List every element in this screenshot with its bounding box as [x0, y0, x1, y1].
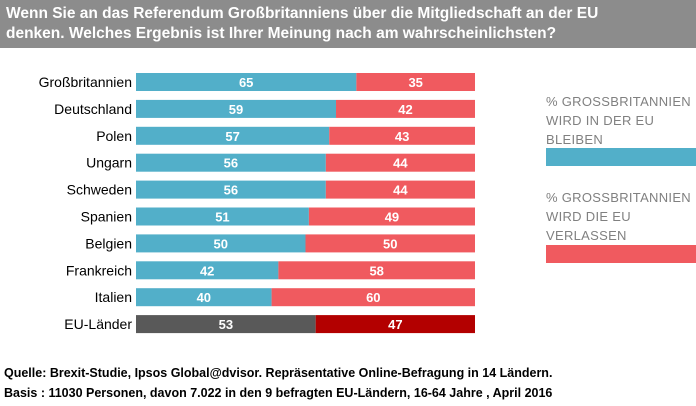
category-label: Frankreich: [66, 262, 132, 278]
data-label-remain: 50: [214, 236, 228, 251]
data-label-remain: 56: [224, 183, 238, 198]
footer-line-2: Basis : 11030 Personen, davon 7.022 in d…: [4, 386, 553, 400]
category-label: EU-Länder: [64, 316, 132, 332]
bar-remain: [136, 99, 337, 118]
bar-leave: [305, 234, 475, 253]
bar-remain: [136, 180, 326, 199]
legend-leave-label: % GROSSBRITANNIEN WIRD DIE EU VERLASSEN: [546, 190, 691, 243]
data-label-leave: 58: [369, 263, 383, 278]
data-label-remain: 59: [229, 102, 243, 117]
data-label-remain: 57: [225, 129, 239, 144]
footer-source: Quelle: Brexit-Studie, Ipsos Global@dvis…: [4, 363, 694, 403]
bar-leave: [315, 315, 475, 334]
legend-leave-swatch: [546, 245, 696, 263]
bar-leave: [336, 99, 475, 118]
data-label-remain: 65: [239, 75, 253, 90]
data-label-remain: 53: [219, 317, 233, 332]
bar-leave: [329, 126, 475, 145]
category-label: Ungarn: [86, 155, 132, 171]
bar-remain: [136, 153, 326, 172]
category-label: Spanien: [81, 209, 132, 225]
bar-leave: [325, 153, 475, 172]
bar-remain: [136, 207, 309, 226]
title-line-2: denken. Welches Ergebnis ist Ihrer Meinu…: [6, 25, 557, 42]
legend-remain-label: % GROSSBRITANNIEN WIRD IN DER EU BLEIBEN: [546, 94, 691, 147]
bar-leave: [356, 73, 475, 91]
data-label-remain: 40: [197, 290, 211, 305]
data-label-remain: 56: [224, 156, 238, 171]
data-label-leave: 50: [383, 236, 397, 251]
data-label-leave: 42: [398, 102, 412, 117]
category-label: Deutschland: [54, 101, 132, 117]
data-label-leave: 60: [366, 290, 380, 305]
bar-remain: [136, 288, 272, 307]
bar-leave: [278, 261, 475, 280]
data-label-remain: 51: [215, 210, 229, 225]
data-label-leave: 47: [388, 317, 402, 332]
bar-leave: [308, 207, 475, 226]
bar-remain: [136, 234, 306, 253]
bar-leave: [271, 288, 475, 307]
category-label: Belgien: [85, 235, 132, 251]
data-label-leave: 43: [395, 129, 409, 144]
bar-remain: [136, 73, 357, 91]
chart-title: Wenn Sie an das Referendum Großbritannie…: [0, 0, 696, 48]
footer-line-1: Quelle: Brexit-Studie, Ipsos Global@dvis…: [4, 366, 553, 380]
bar-remain: [136, 261, 279, 280]
data-label-leave: 44: [393, 156, 408, 171]
stacked-bar-chart: Großbritannien 65 35 Deutschland 59 42 Polen 57…: [39, 73, 475, 334]
bar-remain: [136, 126, 330, 145]
category-label: Schweden: [67, 182, 132, 198]
data-label-leave: 35: [408, 75, 422, 90]
legend-remain-swatch: [546, 148, 696, 166]
bar-remain: [136, 315, 316, 334]
category-label: Italien: [95, 289, 132, 305]
data-label-leave: 49: [385, 210, 399, 225]
data-label-leave: 44: [393, 183, 408, 198]
category-label: Polen: [96, 128, 132, 144]
data-label-remain: 42: [200, 263, 214, 278]
title-line-1: Wenn Sie an das Referendum Großbritannie…: [6, 5, 599, 22]
bar-leave: [325, 180, 475, 199]
category-label: Großbritannien: [39, 74, 132, 90]
